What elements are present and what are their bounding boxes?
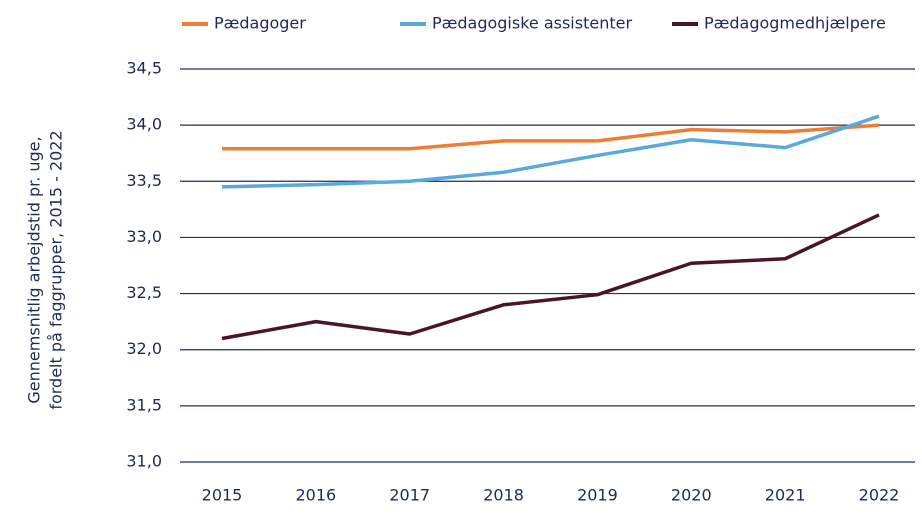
y-tick-label: 31,5 [126,395,162,414]
x-tick-label: 2017 [389,486,430,505]
y-tick-label: 31,0 [126,452,162,471]
legend-label: Pædagoger [214,14,306,33]
x-tick-label: 2015 [202,486,243,505]
y-axis-label: Gennemsnitlig arbejdstid pr. uge, [25,136,44,403]
x-tick-label: 2016 [295,486,336,505]
legend-label: Pædagogmedhjælpere [704,14,886,33]
x-tick-label: 2018 [483,486,524,505]
y-tick-label: 33,0 [126,227,162,246]
y-tick-label: 32,5 [126,283,162,302]
series-line [222,123,880,151]
x-tick-label: 2019 [577,486,618,505]
x-tick-label: 2021 [765,486,806,505]
y-tick-label: 34,5 [126,59,162,78]
y-axis-label: fordelt på faggrupper, 2015 - 2022 [47,130,66,409]
y-tick-label: 32,0 [126,339,162,358]
legend-label: Pædagogiske assistenter [432,14,632,33]
x-tick-label: 2020 [671,486,712,505]
y-tick-label: 34,0 [126,115,162,134]
y-tick-label: 33,5 [126,171,162,190]
series-line [221,213,880,341]
series-line [221,114,880,189]
x-tick-label: 2022 [859,486,900,505]
